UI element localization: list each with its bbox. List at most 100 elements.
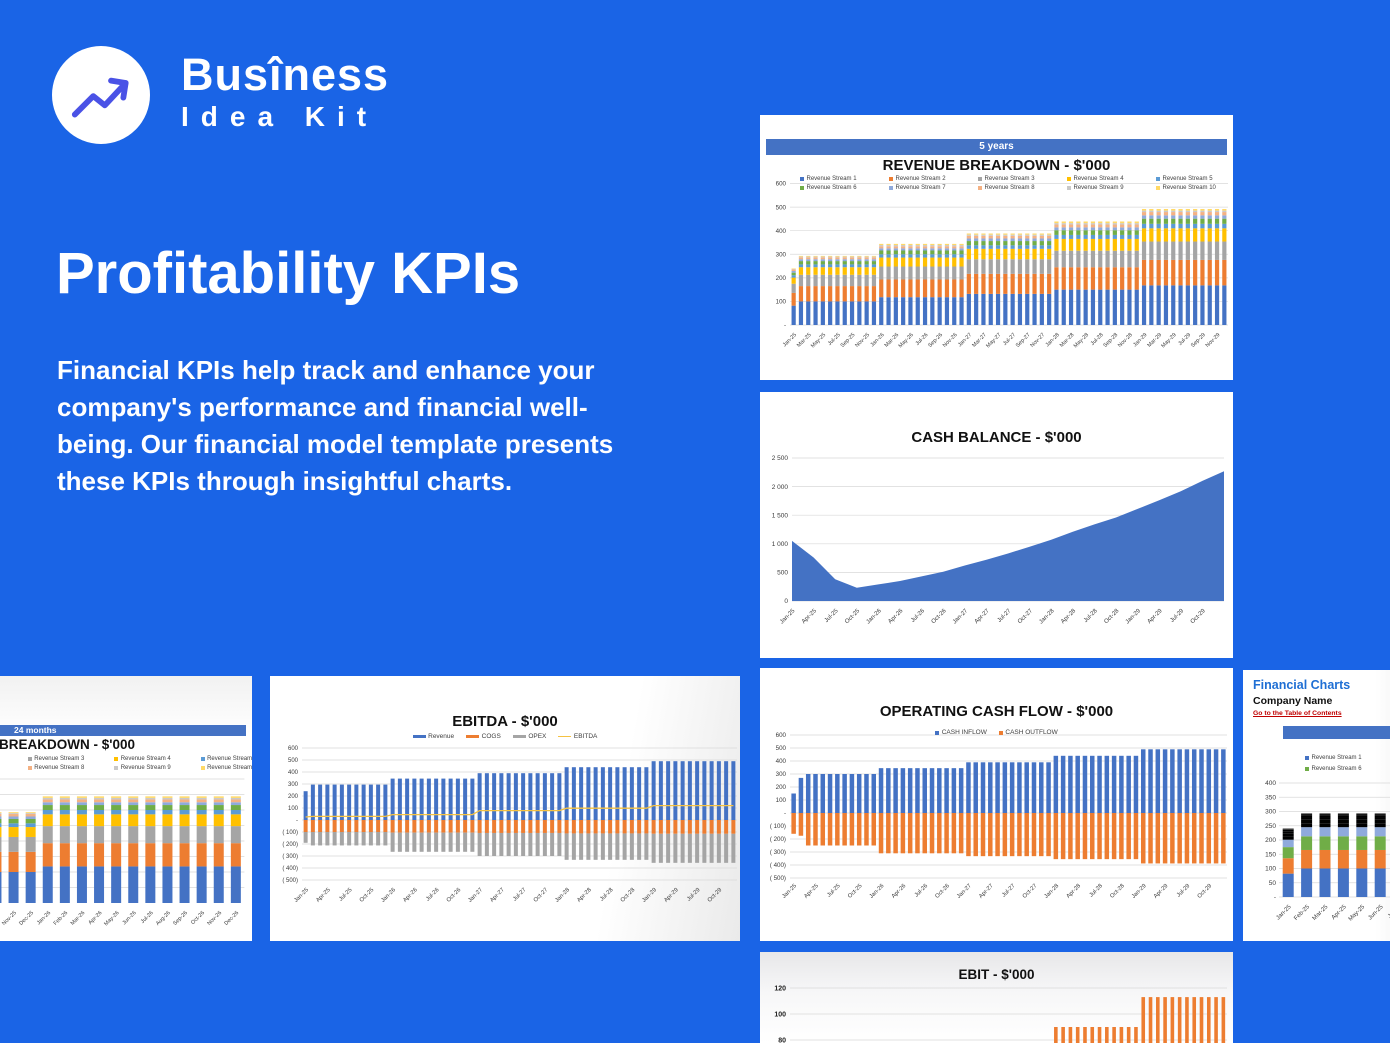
legend-swatch-icon [1305,767,1309,771]
svg-text:Sep-26: Sep-26 [927,332,944,349]
svg-text:Nov-25: Nov-25 [1,910,18,927]
svg-text:Jul-25: Jul-25 [338,887,353,902]
legend-item: Revenue Stream 8 [27,765,114,771]
svg-text:Jan-26: Jan-26 [36,910,52,926]
svg-text:350: 350 [1265,794,1276,801]
svg-text:300: 300 [776,251,787,258]
svg-text:Jul-26: Jul-26 [140,910,155,925]
svg-text:Oct-27: Oct-27 [533,887,550,904]
svg-text:500: 500 [777,570,788,577]
brand-name-line1: Busîness [181,49,390,100]
svg-text:1 500: 1 500 [772,512,789,519]
ebitda-chart: 600 500 400 300 200 100 - ( 100) ( 200) ( 300) ( 4… [270,676,740,941]
svg-text:Oct-25: Oct-25 [0,910,1,926]
svg-text:Apr-25: Apr-25 [803,883,820,900]
svg-text:Mar-26: Mar-26 [70,910,87,927]
legend-item: Revenue Stream 4 [114,756,200,762]
chart-title: EBITDA - $'000 [452,713,558,730]
table-of-contents-link[interactable]: Go to the Table of Contents [1253,710,1342,717]
svg-text:Jan-25: Jan-25 [781,883,798,900]
svg-text:200: 200 [776,275,787,282]
svg-text:Jan-29: Jan-29 [1125,608,1143,626]
svg-text:-: - [784,810,786,817]
legend-swatch-icon [1067,186,1071,190]
svg-text:-: - [1274,894,1276,901]
svg-text:Jul-27: Jul-27 [997,608,1013,624]
svg-text:Jan-29: Jan-29 [1132,332,1148,348]
chart-title: EBIT - $'000 [958,967,1035,982]
svg-text:120: 120 [774,985,786,992]
legend-swatch-icon [800,177,804,181]
svg-text:100: 100 [1265,866,1276,873]
svg-text:Jan-29: Jan-29 [641,887,658,904]
svg-text:Apr-26: Apr-26 [887,608,904,625]
legend-item: Revenue Stream 1 [800,176,889,182]
svg-text:0: 0 [784,598,788,605]
ebit-chart: 120 100 80 [760,952,1233,1043]
svg-text:Oct-26: Oct-26 [934,883,951,900]
svg-text:600: 600 [288,746,299,752]
svg-text:Apr-26: Apr-26 [402,887,419,904]
svg-text:50: 50 [1269,880,1277,887]
svg-text:Jan-27: Jan-27 [957,332,973,348]
legend-item: Revenue Stream 9 [1067,185,1156,191]
svg-text:400: 400 [288,770,299,776]
svg-text:May-29: May-29 [1160,332,1177,349]
svg-text:100: 100 [776,299,787,306]
legend-swatch-icon [466,734,480,739]
svg-text:Jan-25: Jan-25 [779,608,797,626]
svg-text:Sep-29: Sep-29 [1190,332,1207,349]
svg-text:Apr-25: Apr-25 [1331,904,1348,921]
brand-name-line2: Idea Kit [181,101,379,132]
svg-text:Jun-26: Jun-26 [122,910,138,926]
svg-text:Jan-26: Jan-26 [866,608,884,626]
svg-text:Jul-26: Jul-26 [914,883,929,898]
legend-item: OPEX [512,733,546,740]
svg-text:Oct-27: Oct-27 [1017,608,1034,625]
sheet-title: Financial Charts [1253,678,1351,692]
chart-panel-cash-balance: 2 500 2 000 1 500 1 000 500 0 Jan-25 Apr-25 Jul-… [760,392,1233,658]
chart-panel-ebitda: 600 500 400 300 200 100 - ( 100) ( 200) ( 300) ( 4… [270,676,740,941]
legend-item: Revenue Stream 6 [800,185,889,191]
svg-text:100: 100 [774,1011,786,1018]
svg-text:2 500: 2 500 [772,455,789,462]
svg-text:( 500): ( 500) [282,878,298,884]
svg-text:( 400): ( 400) [770,862,786,869]
svg-text:300: 300 [1265,809,1276,816]
legend-item: COGS [466,733,501,740]
legend-swatch-icon [512,734,526,739]
svg-text:400: 400 [1265,780,1276,787]
legend-item: Revenue Stream 2 [0,756,28,762]
svg-text:400: 400 [776,228,787,235]
revenue-breakdown-24m-chart: Jan-25Feb-25Mar-25Apr-25May-25Jun-25Jul-… [0,676,252,941]
legend-item: Revenue Stream 3 [978,176,1067,182]
svg-text:Apr-29: Apr-29 [1147,608,1164,625]
period-banner-24-months: 24 months [0,725,246,736]
legend-swatch-icon [1067,177,1071,181]
svg-text:Oct-26: Oct-26 [931,608,948,625]
svg-text:May-25: May-25 [810,332,827,349]
legend-swatch-icon [978,177,982,181]
legend-item: Revenue Stream 7 [0,765,28,771]
svg-text:( 100): ( 100) [770,823,786,830]
trend-arrow-icon [64,56,138,135]
mini-revenue-chart: 400 350 300 250 200 150 100 50 - Jan-25 Feb-25 Mar-… [1243,670,1390,941]
svg-text:Apr-29: Apr-29 [663,887,680,904]
svg-text:600: 600 [776,181,787,188]
svg-text:-: - [784,322,786,329]
svg-text:Sep-26: Sep-26 [172,910,189,927]
svg-text:Jan-25: Jan-25 [1275,904,1293,922]
svg-text:Jul-29: Jul-29 [686,887,701,902]
svg-text:500: 500 [776,745,787,752]
chart-panel-ebit: 120 100 80 EBIT - $'000 [760,952,1233,1043]
svg-text:80: 80 [778,1037,786,1043]
legend-swatch-icon [935,730,940,735]
svg-text:Apr-28: Apr-28 [1060,608,1077,625]
svg-text:Jan-26: Jan-26 [380,887,397,904]
svg-text:300: 300 [776,771,787,778]
svg-text:( 200): ( 200) [282,842,298,848]
svg-text:Nov-26: Nov-26 [206,910,223,927]
svg-text:Jan-26: Jan-26 [870,332,886,348]
svg-text:( 100): ( 100) [282,830,298,836]
